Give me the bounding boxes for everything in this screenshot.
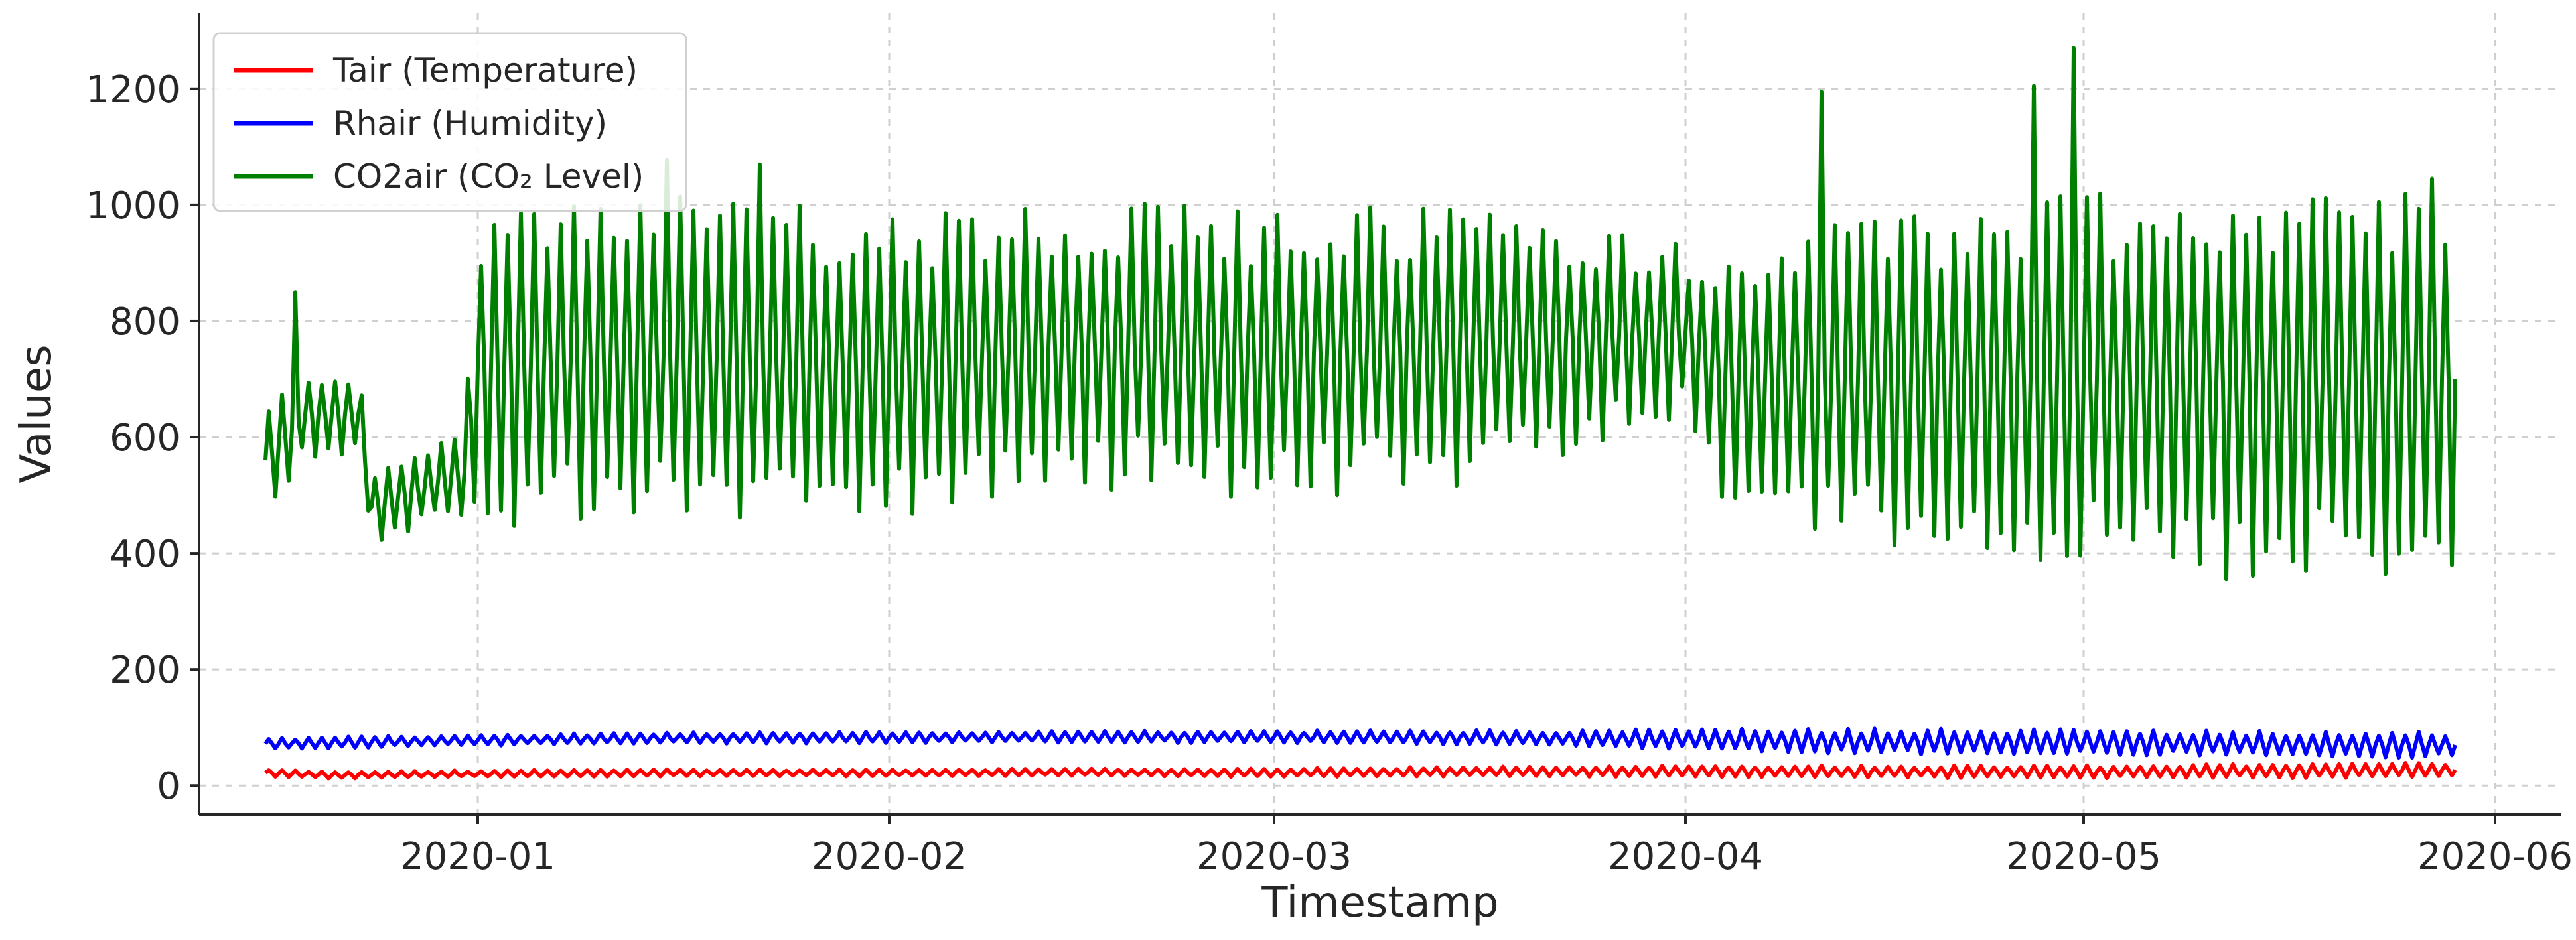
y-axis-title: Values: [12, 344, 61, 483]
y-tick-label: 1200: [86, 68, 180, 111]
series-line-0: [264, 761, 2457, 781]
x-tick-label: 2020-03: [1196, 835, 1352, 878]
legend-label: CO2air (CO₂ Level): [333, 157, 644, 196]
y-tick-label: 600: [109, 417, 180, 460]
series-line-1: [263, 726, 2457, 760]
y-tick-label: 0: [157, 765, 180, 808]
x-axis-title: Timestamp: [1261, 878, 1498, 927]
legend: Tair (Temperature) Rhair (Humidity) CO2air…: [212, 32, 687, 212]
x-tick-label: 2020-06: [2417, 835, 2573, 878]
series-line-2: [263, 46, 2457, 582]
legend-label: Tair (Temperature): [332, 51, 638, 90]
y-tick-label: 1000: [86, 184, 180, 228]
y-tick-label: 800: [109, 301, 180, 344]
x-tick-label: 2020-04: [1608, 835, 1763, 878]
legend-box: [212, 32, 687, 212]
series-lines: [263, 46, 2457, 781]
x-tick-label: 2020-05: [2006, 835, 2161, 878]
legend-label: Rhair (Humidity): [333, 104, 607, 143]
y-tick-label: 200: [109, 649, 180, 692]
y-tick-label: 400: [109, 533, 180, 576]
x-tick-label: 2020-02: [812, 835, 967, 878]
x-tick-label: 2020-01: [400, 835, 555, 878]
axes: 0 200 400 600 800 1000 1200 2020-01 2020-02 2020-…: [86, 13, 2573, 878]
